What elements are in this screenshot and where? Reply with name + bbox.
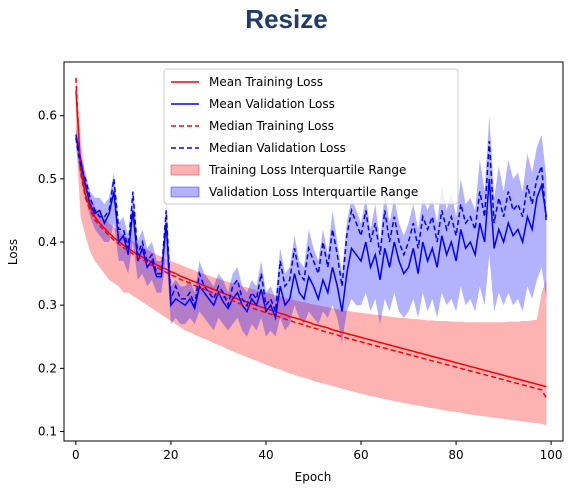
median-validation-loss-line — [75, 137, 548, 312]
x-tick-label: 80 — [448, 448, 463, 462]
y-tick-label: 0.1 — [38, 425, 57, 439]
y-axis-ticks: 0.1 0.2 0.3 0.4 0.5 0.6 — [38, 109, 64, 439]
legend: Mean Training Loss Mean Validation Loss Me… — [163, 68, 459, 205]
legend-swatch-training-loss-interquartile-range — [170, 164, 200, 176]
x-axis-label: Epoch — [295, 470, 332, 484]
x-tick-label: 0 — [72, 448, 80, 462]
validation-loss-interquartile-range-band — [75, 115, 547, 344]
mean-validation-loss-line — [75, 134, 548, 321]
legend-label-mean-validation-loss: Mean Validation Loss — [209, 97, 335, 111]
interquartile-bands — [75, 77, 547, 426]
x-tick-label: 60 — [353, 448, 368, 462]
y-tick-label: 0.5 — [38, 172, 57, 186]
legend-label-training-loss-interquartile-range: Training Loss Interquartile Range — [208, 163, 406, 177]
mean-training-loss-line — [75, 90, 547, 388]
legend-swatch-validation-loss-interquartile-range — [170, 186, 200, 198]
x-tick-label: 40 — [258, 448, 273, 462]
chart-title: Resize — [245, 4, 328, 34]
plot-frame — [63, 61, 564, 442]
y-axis-label: Loss — [6, 239, 20, 265]
legend-label-median-training-loss: Median Training Loss — [209, 119, 334, 133]
legend-label-median-validation-loss: Median Validation Loss — [209, 141, 346, 155]
y-tick-label: 0.2 — [38, 361, 57, 375]
legend-box — [163, 68, 459, 205]
training-loss-interquartile-range-band — [75, 77, 547, 426]
x-axis-ticks: 0 20 40 60 80 100 — [72, 441, 563, 462]
x-tick-label: 100 — [540, 448, 563, 462]
y-tick-label: 0.4 — [38, 235, 57, 249]
legend-label-mean-training-loss: Mean Training Loss — [209, 75, 323, 89]
x-tick-label: 20 — [163, 448, 178, 462]
y-tick-label: 0.3 — [38, 298, 57, 312]
loss-lines — [75, 77, 548, 399]
y-tick-label: 0.6 — [38, 109, 57, 123]
legend-label-validation-loss-interquartile-range: Validation Loss Interquartile Range — [209, 185, 418, 199]
